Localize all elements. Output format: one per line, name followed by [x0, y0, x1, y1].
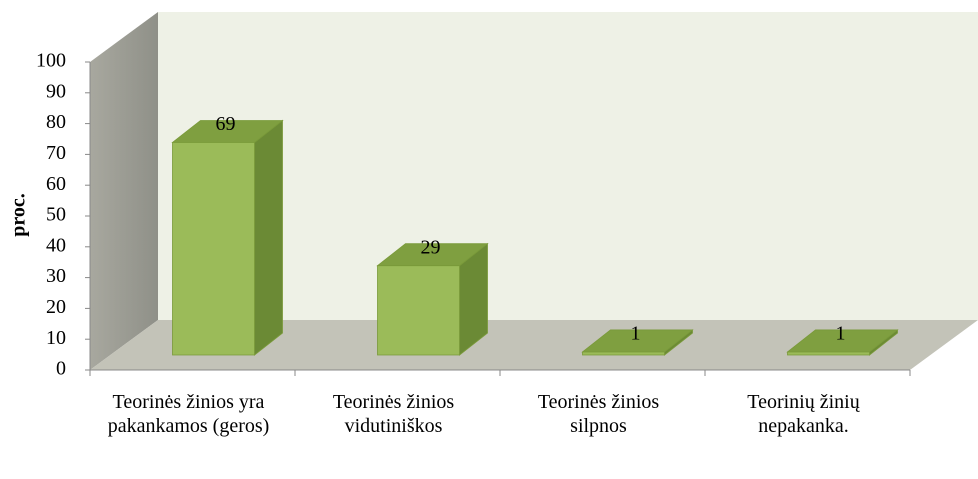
side-wall [90, 12, 158, 370]
y-tick-label: 90 [46, 80, 66, 102]
x-tick-label: Teorinių žinių nepakanka. [747, 391, 860, 437]
bar-front [787, 351, 870, 356]
bar-front [172, 142, 255, 356]
y-tick-label: 70 [46, 142, 66, 164]
y-tick-label: 100 [36, 50, 66, 72]
y-tick-label: 80 [46, 111, 66, 133]
bar-front [582, 351, 665, 356]
data-label: 69 [216, 113, 236, 135]
y-tick-label: 40 [46, 234, 66, 256]
y-axis-label: proc. [8, 193, 30, 237]
data-label: 1 [631, 323, 641, 345]
bar [581, 329, 694, 356]
x-tick-label: Teorinės žinios silpnos [537, 391, 660, 437]
y-tick-label: 30 [46, 265, 66, 287]
floor [90, 320, 978, 370]
y-tick-label: 10 [46, 327, 66, 349]
x-tick-label: Teorinės žinios vidutiniškos [332, 391, 455, 437]
bar [376, 242, 489, 356]
x-tick-label: Teorinės žinios yra pakankamos (geros) [107, 391, 270, 437]
bar [171, 119, 284, 356]
data-label: 29 [421, 236, 441, 258]
bar [786, 329, 899, 356]
y-tick-label: 50 [46, 204, 66, 226]
y-tick-label: 0 [56, 358, 66, 380]
y-tick-label: 60 [46, 173, 66, 195]
bar-front [377, 265, 460, 356]
data-label: 1 [836, 323, 846, 345]
y-tick-label: 20 [46, 296, 66, 318]
back-wall [158, 12, 978, 320]
bar-side [254, 119, 283, 356]
